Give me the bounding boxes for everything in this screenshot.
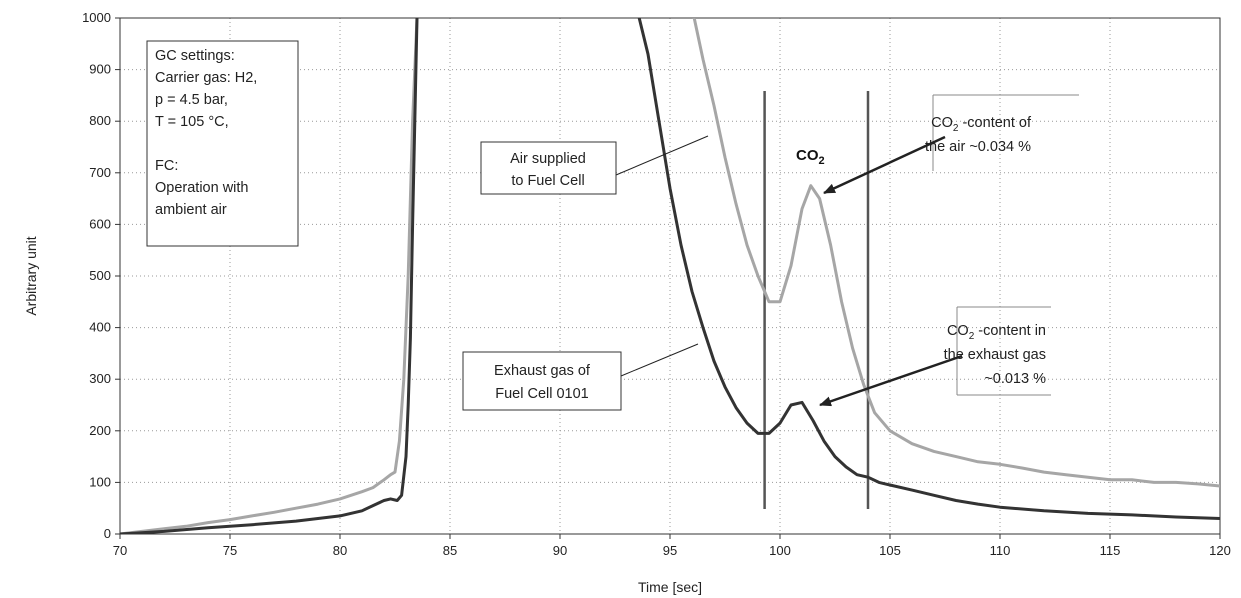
y-tick-label: 0 (104, 526, 111, 541)
settings-line: Carrier gas: H2, (155, 70, 257, 86)
exhaust-co2-line2: the exhaust gas (944, 347, 1046, 363)
x-tick-label: 70 (113, 543, 127, 558)
x-tick-label: 80 (333, 543, 347, 558)
settings-line: T = 105 °C, (155, 114, 229, 130)
grid-lines (120, 18, 1220, 534)
series-line-air (120, 18, 1220, 534)
air-supplied-callout: Air supplied to Fuel Cell (480, 135, 709, 195)
x-tick-label: 75 (223, 543, 237, 558)
y-axis-ticks: 0 100 200 300 400 500 600 700 800 900 1000 (82, 10, 120, 541)
x-axis-title: Time [sec] (638, 579, 702, 595)
air-co2-arrow (823, 135, 946, 195)
co2-peak-label: CO2 (796, 147, 825, 167)
x-axis-ticks: 70 75 80 85 90 95 100 105 110 115 120 (113, 534, 1231, 558)
y-tick-label: 500 (89, 268, 111, 283)
settings-line: Operation with (155, 180, 249, 196)
exhaust-co2-arrow (819, 354, 963, 407)
exhaust-co2-line3: ~0.013 % (984, 371, 1046, 387)
x-tick-label: 115 (1100, 543, 1121, 558)
air-label-line: Air supplied (510, 151, 586, 167)
x-tick-label: 95 (663, 543, 677, 558)
gc-settings-box: GC settings: Carrier gas: H2, p = 4.5 ba… (146, 40, 299, 247)
y-tick-label: 900 (89, 62, 111, 77)
y-tick-label: 300 (89, 371, 111, 386)
y-axis-title: Arbitrary unit (23, 236, 39, 315)
x-tick-label: 110 (990, 543, 1011, 558)
series-line-exhaust (120, 18, 1220, 534)
series-lines (120, 18, 1220, 534)
exhaust-label-line: Exhaust gas of (494, 363, 591, 379)
exhaust-co2-line1: CO2 -content in (947, 323, 1046, 342)
air-co2-callout: CO2 -content of the air ~0.034 % (823, 94, 1079, 195)
y-tick-label: 200 (89, 423, 111, 438)
x-tick-label: 100 (769, 543, 791, 558)
x-tick-label: 120 (1209, 543, 1231, 558)
settings-line: ambient air (155, 202, 227, 218)
settings-line: FC: (155, 158, 178, 174)
x-tick-label: 85 (443, 543, 457, 558)
co2-window-markers (763, 91, 870, 509)
y-tick-label: 100 (89, 474, 111, 489)
y-tick-label: 600 (89, 216, 111, 231)
y-tick-label: 800 (89, 113, 111, 128)
exhaust-gas-callout: Exhaust gas of Fuel Cell 0101 (462, 343, 699, 411)
x-tick-label: 90 (553, 543, 567, 558)
y-tick-label: 400 (89, 320, 111, 335)
exhaust-co2-callout: CO2 -content in the exhaust gas ~0.013 % (819, 306, 1051, 407)
settings-line: p = 4.5 bar, (155, 92, 228, 108)
y-tick-label: 700 (89, 165, 111, 180)
air-label-line: to Fuel Cell (511, 173, 584, 189)
air-co2-line2: the air ~0.034 % (925, 139, 1031, 155)
y-tick-label: 1000 (82, 10, 111, 25)
air-co2-line1: CO2 -content of (931, 115, 1032, 134)
exhaust-label-line: Fuel Cell 0101 (495, 386, 589, 402)
x-tick-label: 105 (879, 543, 901, 558)
settings-line: GC settings: (155, 48, 235, 64)
